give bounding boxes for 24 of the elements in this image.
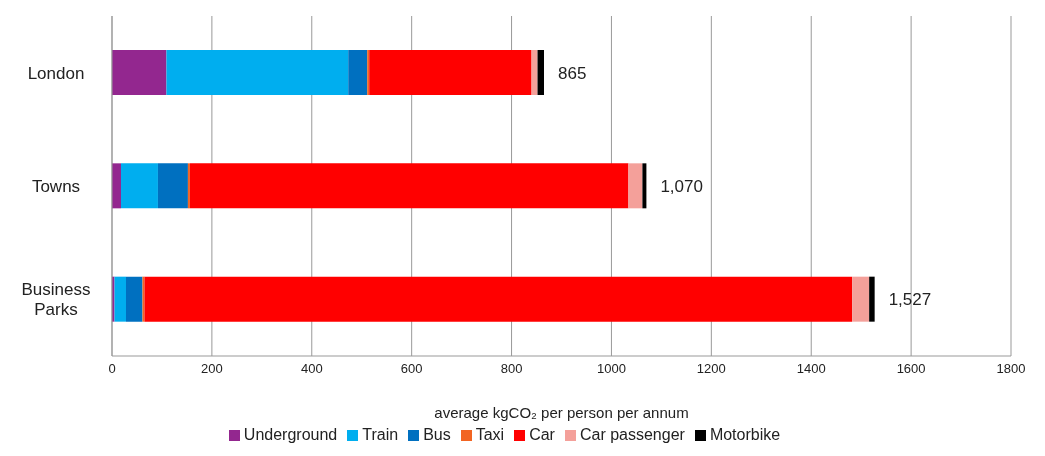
x-tick-label: 200 [201, 361, 223, 377]
x-tick-label: 1000 [596, 361, 626, 377]
legend-label: Car passenger [579, 426, 685, 443]
x-tick-label: 1400 [796, 361, 826, 377]
x-tick-label: 800 [500, 361, 523, 377]
x-tick-label: 1600 [896, 361, 926, 377]
x-tick-label: 600 [400, 361, 423, 377]
legend-label: Taxi [475, 426, 505, 443]
legend-label: Underground [243, 426, 338, 443]
y-tick-label: London [27, 63, 85, 83]
x-axis-title: average kgCO₂ per person per annum [434, 404, 689, 421]
legend-label: Motorbike [709, 426, 781, 443]
total-label: 865 [558, 63, 587, 83]
x-tick-label: 1800 [996, 361, 1026, 377]
x-tick-label: 1200 [696, 361, 726, 377]
x-tick-label: 0 [108, 361, 116, 377]
legend-label: Bus [423, 426, 451, 443]
x-tick-label: 400 [300, 361, 323, 377]
y-tick-label: Towns [31, 177, 81, 196]
total-label: 1,527 [888, 290, 932, 310]
legend-label: Train [362, 426, 399, 443]
total-label: 1,070 [660, 176, 703, 196]
y-tick-label: Business Parks [21, 280, 91, 320]
legend-label: Car [529, 426, 555, 443]
